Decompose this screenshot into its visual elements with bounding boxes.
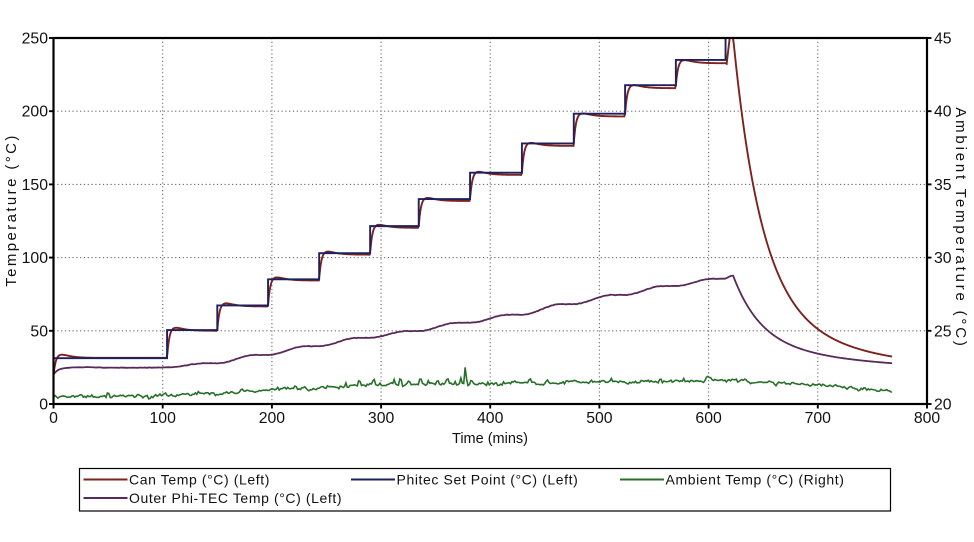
svg-text:800: 800 xyxy=(914,410,941,427)
svg-text:0: 0 xyxy=(49,410,58,427)
svg-text:200: 200 xyxy=(22,104,49,121)
svg-text:25: 25 xyxy=(934,323,952,340)
svg-text:500: 500 xyxy=(586,410,613,427)
svg-text:400: 400 xyxy=(477,410,504,427)
svg-text:100: 100 xyxy=(150,410,177,427)
svg-text:Ambient Temperature (°C): Ambient Temperature (°C) xyxy=(952,107,969,348)
svg-text:40: 40 xyxy=(934,104,952,121)
svg-text:Phitec Set Point (°C) (Left): Phitec Set Point (°C) (Left) xyxy=(397,471,579,487)
svg-text:0: 0 xyxy=(39,397,48,414)
svg-text:45: 45 xyxy=(934,31,952,48)
svg-text:20: 20 xyxy=(934,397,952,414)
svg-text:100: 100 xyxy=(22,250,49,267)
svg-text:600: 600 xyxy=(695,410,722,427)
svg-text:50: 50 xyxy=(30,323,48,340)
svg-text:300: 300 xyxy=(368,410,395,427)
svg-text:Can Temp (°C) (Left): Can Temp (°C) (Left) xyxy=(129,471,270,487)
svg-text:Outer Phi-TEC Temp (°C) (Left): Outer Phi-TEC Temp (°C) (Left) xyxy=(129,490,342,506)
svg-text:150: 150 xyxy=(22,177,49,194)
svg-text:Ambient Temp (°C) (Right): Ambient Temp (°C) (Right) xyxy=(666,471,845,487)
svg-text:Time (mins): Time (mins) xyxy=(452,431,528,447)
svg-text:35: 35 xyxy=(934,177,952,194)
svg-text:200: 200 xyxy=(259,410,286,427)
svg-text:30: 30 xyxy=(934,250,952,267)
svg-text:Temperature (°C): Temperature (°C) xyxy=(3,133,20,287)
svg-text:700: 700 xyxy=(805,410,832,427)
svg-text:250: 250 xyxy=(22,31,49,48)
